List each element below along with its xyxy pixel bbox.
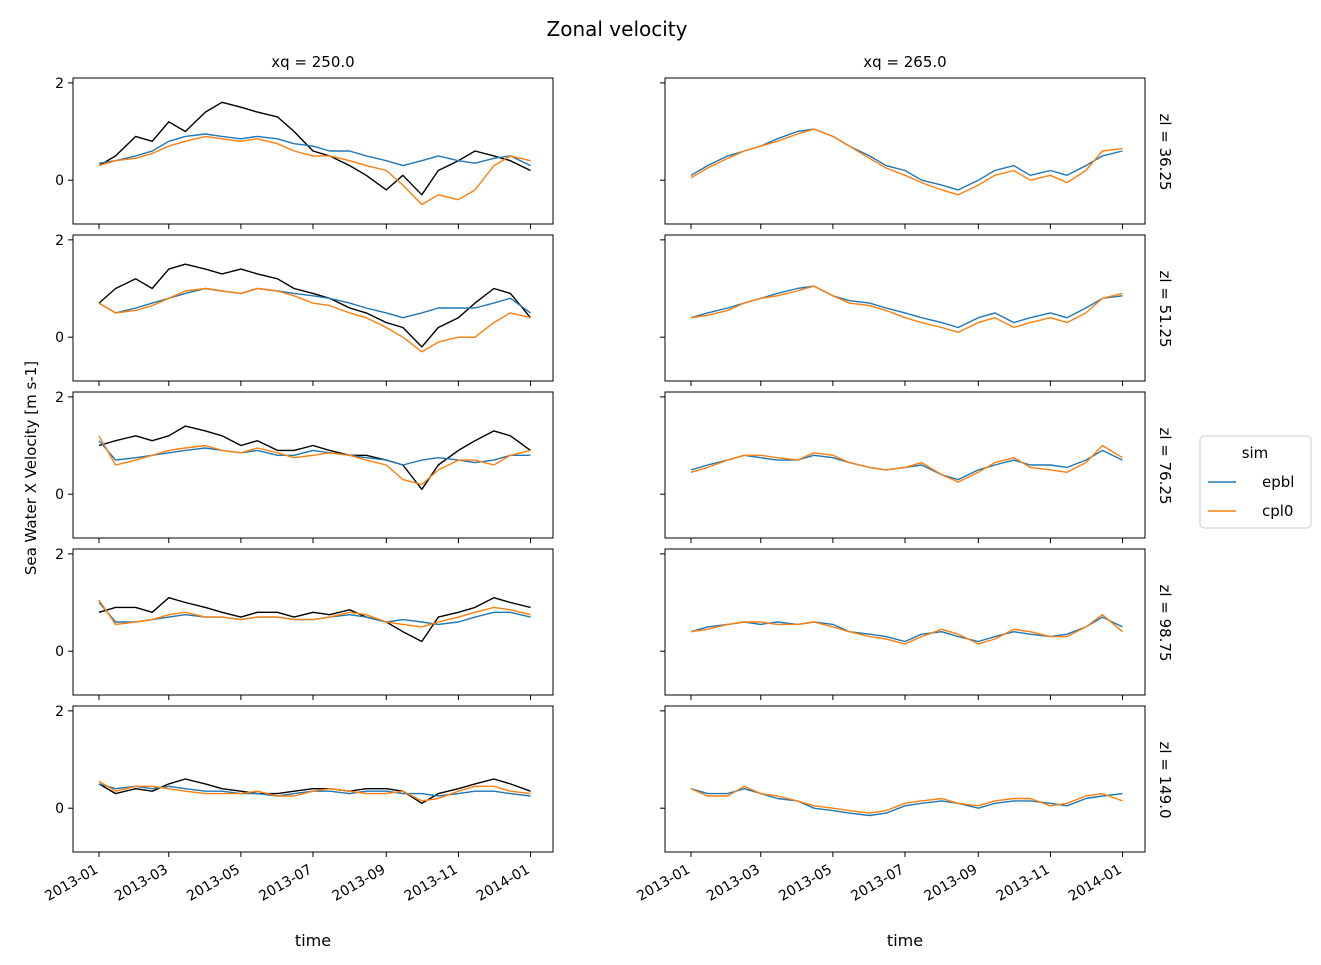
panel-frame	[72, 548, 554, 696]
legend-box	[1199, 435, 1312, 529]
panel-r0-c1	[660, 77, 1146, 229]
series-line-cpl0	[690, 444, 1123, 483]
panel-frame	[664, 548, 1146, 696]
x-axis-label-1: time	[887, 931, 923, 950]
y-tick-label: 0	[55, 487, 64, 503]
figure-title: Zonal velocity	[547, 17, 688, 41]
series-line-obs	[98, 425, 531, 490]
row-label-0: zl = 36.25	[1156, 113, 1174, 190]
x-tick-label: 2013-07	[848, 862, 907, 905]
x-tick-label: 2013-01	[42, 862, 101, 905]
y-tick-label: 2	[55, 390, 64, 406]
x-tick-label: 2013-09	[922, 862, 981, 905]
series-line-obs	[98, 778, 531, 804]
panel-r1-c1	[660, 234, 1146, 386]
panel-frame	[72, 391, 554, 539]
legend: sim epbl cpl0	[1199, 435, 1312, 529]
series-line-cpl0	[690, 785, 1123, 814]
series-line-epbl	[98, 602, 531, 626]
series-line-epbl	[690, 285, 1123, 329]
x-tick-label: 2013-01	[634, 862, 693, 905]
x-tick-label: 2014-01	[474, 862, 533, 905]
y-tick-label: 2	[55, 704, 64, 720]
series-line-cpl0	[98, 599, 531, 628]
legend-label-cpl0: cpl0	[1262, 502, 1293, 520]
panel-frame	[664, 77, 1146, 225]
panel-r4-c1: 2013-01 2013-03 2013-05 2013-07 2013-09 2013-…	[634, 705, 1146, 905]
col-label-1: xq = 265.0	[863, 53, 946, 71]
legend-label-epbl: epbl	[1262, 473, 1294, 491]
series-line-epbl	[690, 128, 1123, 191]
x-tick-label: 2014-01	[1066, 862, 1125, 905]
panel-r1-c0: 02	[55, 233, 554, 386]
row-label-3: zl = 98.75	[1156, 584, 1174, 661]
series-line-obs	[98, 597, 531, 643]
y-tick-label: 0	[55, 330, 64, 346]
y-tick-label: 2	[55, 547, 64, 563]
panel-r0-c0: 02	[55, 76, 554, 229]
y-tick-label: 0	[55, 173, 64, 189]
panel-r4-c0: 0 2 2013-01 2013-03 2013-05 2013-07 2013-09 201…	[42, 704, 554, 905]
x-tick-label: 2013-05	[184, 862, 243, 905]
series-line-epbl	[690, 788, 1123, 817]
series-line-cpl0	[98, 135, 531, 206]
col-label-0: xq = 250.0	[271, 53, 354, 71]
series-line-cpl0	[98, 780, 531, 802]
series-line-epbl	[690, 616, 1123, 643]
y-tick-label: 0	[55, 801, 64, 817]
row-label-2: zl = 76.25	[1156, 427, 1174, 504]
series-line-cpl0	[690, 614, 1123, 645]
x-tick-label: 2013-05	[776, 862, 835, 905]
y-tick-label: 0	[55, 644, 64, 660]
x-tick-label: 2013-09	[330, 862, 389, 905]
panel-frame	[72, 705, 554, 853]
series-line-cpl0	[690, 285, 1123, 333]
row-label-1: zl = 51.25	[1156, 270, 1174, 347]
x-tick-label: 2013-03	[704, 862, 763, 905]
panel-r2-c1	[660, 391, 1146, 543]
series-line-cpl0	[690, 128, 1123, 196]
x-tick-label: 2013-07	[256, 862, 315, 905]
row-label-4: zl = 149.0	[1156, 741, 1174, 818]
x-tick-label: 2013-11	[402, 862, 461, 905]
panel-frame	[664, 705, 1146, 853]
y-tick-label: 2	[55, 76, 64, 92]
series-line-obs	[98, 263, 532, 348]
series-line-epbl	[98, 133, 531, 167]
panel-r3-c1	[660, 548, 1146, 700]
legend-title: sim	[1242, 444, 1269, 462]
panel-r3-c0: 02	[55, 547, 554, 700]
y-tick-label: 2	[55, 233, 64, 249]
series-line-cpl0	[98, 287, 531, 353]
series-line-cpl0	[98, 435, 531, 486]
series-line-epbl	[98, 440, 531, 466]
panel-frame	[664, 234, 1146, 382]
x-tick-label: 2013-03	[112, 862, 171, 905]
y-axis-label: Sea Water X Velocity [m s-1]	[22, 361, 40, 575]
x-axis-label-0: time	[295, 931, 331, 950]
panel-r2-c0: 02	[55, 390, 554, 543]
x-tick-label: 2013-11	[994, 862, 1053, 905]
